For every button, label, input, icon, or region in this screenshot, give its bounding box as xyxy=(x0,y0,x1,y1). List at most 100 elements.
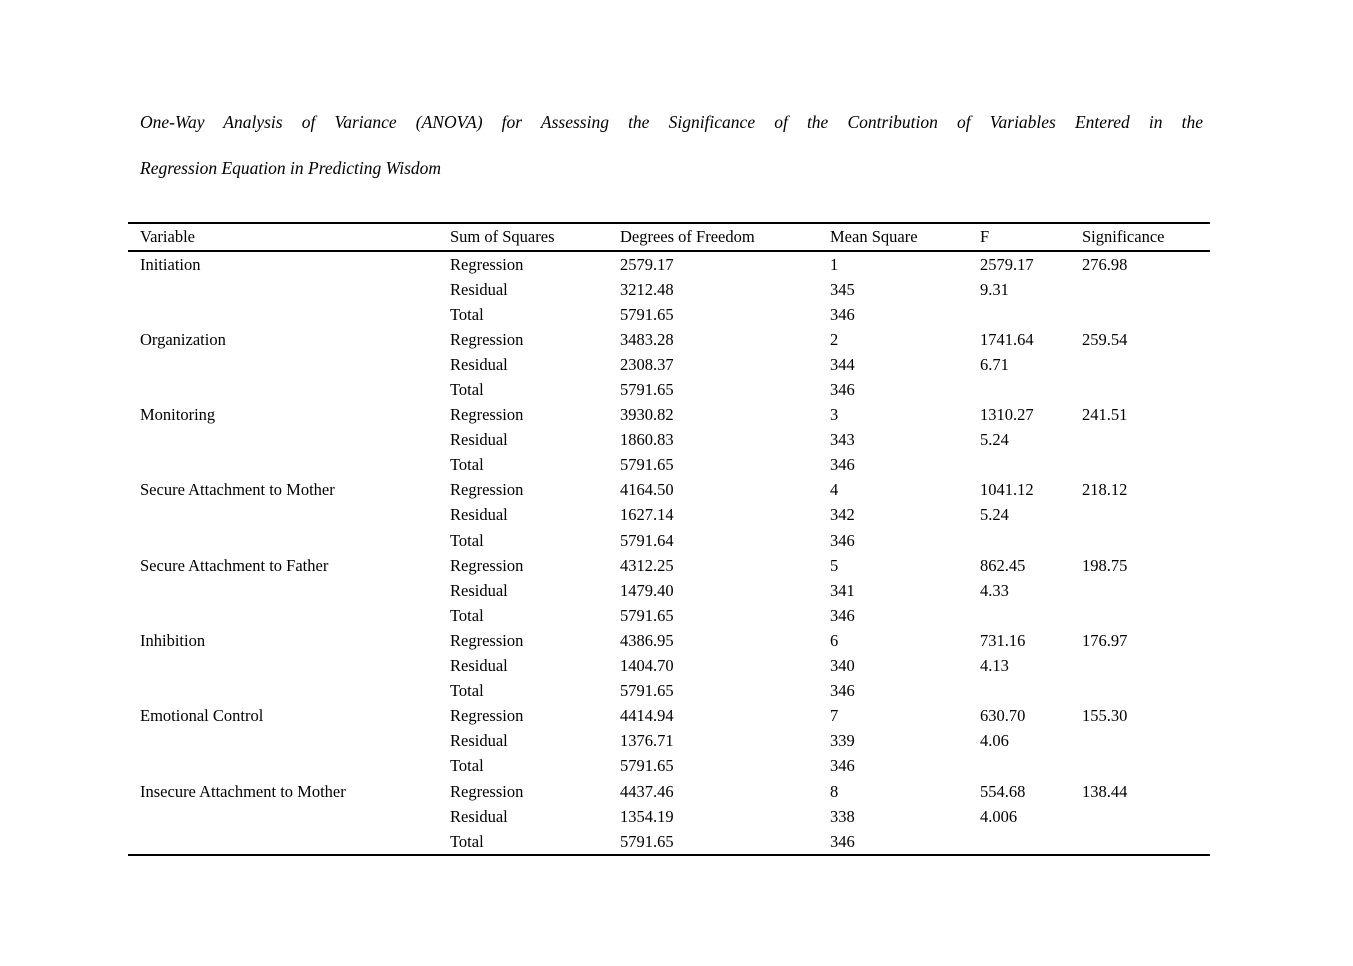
cell-f-value xyxy=(1070,679,1210,704)
table-row: Residual 1860.83 343 5.24 xyxy=(128,428,1210,453)
cell-degrees-of-freedom: 340 xyxy=(830,656,855,676)
cell-sum-of-squares: 4414.94 xyxy=(620,706,674,726)
cell-sum-of-squares: 4312.25 xyxy=(620,555,674,575)
cell-source: Regression xyxy=(450,555,524,575)
table-row: Total 5791.65 346 xyxy=(128,679,1210,704)
cell-degrees-of-freedom: 343 xyxy=(830,430,855,450)
header-sum-of-squares: Sum of Squares xyxy=(438,223,608,252)
header-degrees-of-freedom: Degrees of Freedom xyxy=(608,223,818,252)
cell-source: Regression xyxy=(450,480,524,500)
table-row: Secure Attachment to Mother Regression 4… xyxy=(128,478,1210,503)
cell-source: Regression xyxy=(450,781,524,801)
cell-degrees-of-freedom: 2 xyxy=(830,329,839,349)
cell-mean-square xyxy=(968,603,1070,628)
cell-mean-square: 9.31 xyxy=(980,279,1009,299)
cell-f-value xyxy=(1070,453,1210,478)
cell-mean-square: 1041.12 xyxy=(980,480,1034,500)
cell-variable: Secure Attachment to Mother xyxy=(140,480,335,500)
table-row: Total 5791.65 346 xyxy=(128,377,1210,402)
table-row: Residual 3212.48 345 9.31 xyxy=(128,277,1210,302)
table-caption: One-Way Analysis of Variance (ANOVA) for… xyxy=(140,99,1203,191)
cell-source: Residual xyxy=(450,430,508,450)
cell-degrees-of-freedom: 345 xyxy=(830,279,855,299)
cell-source: Residual xyxy=(450,354,508,374)
cell-variable xyxy=(128,352,438,377)
cell-variable xyxy=(128,453,438,478)
cell-source: Total xyxy=(450,681,484,701)
cell-source: Regression xyxy=(450,405,524,425)
header-significance: Significance xyxy=(1070,223,1210,252)
cell-sum-of-squares: 1860.83 xyxy=(620,430,674,450)
table-header-row: Variable Sum of Squares Degrees of Freed… xyxy=(128,223,1210,252)
cell-f-value xyxy=(1070,277,1210,302)
header-mean-square: Mean Square xyxy=(818,223,968,252)
cell-f-value xyxy=(1070,528,1210,553)
cell-sum-of-squares: 5791.65 xyxy=(620,380,674,400)
cell-source: Total xyxy=(450,831,484,851)
cell-mean-square: 554.68 xyxy=(980,781,1026,801)
table-row: Total 5791.65 346 xyxy=(128,754,1210,779)
cell-variable xyxy=(128,603,438,628)
cell-degrees-of-freedom: 341 xyxy=(830,580,855,600)
table-row: Residual 1376.71 339 4.06 xyxy=(128,729,1210,754)
header-variable: Variable xyxy=(128,223,438,252)
cell-variable xyxy=(128,302,438,327)
cell-f-value xyxy=(1070,428,1210,453)
cell-sum-of-squares: 5791.65 xyxy=(620,831,674,851)
cell-variable xyxy=(128,804,438,829)
cell-sum-of-squares: 5791.64 xyxy=(620,530,674,550)
cell-sum-of-squares: 3483.28 xyxy=(620,329,674,349)
cell-degrees-of-freedom: 346 xyxy=(830,756,855,776)
table-caption-line-1: One-Way Analysis of Variance (ANOVA) for… xyxy=(140,112,1203,132)
table-row: Total 5791.65 346 xyxy=(128,603,1210,628)
cell-degrees-of-freedom: 6 xyxy=(830,630,839,650)
cell-variable: Monitoring xyxy=(140,405,216,425)
cell-sum-of-squares: 5791.65 xyxy=(620,681,674,701)
cell-f-value xyxy=(1070,729,1210,754)
cell-sum-of-squares: 1627.14 xyxy=(620,505,674,525)
cell-degrees-of-freedom: 342 xyxy=(830,505,855,525)
cell-degrees-of-freedom: 346 xyxy=(830,380,855,400)
cell-mean-square: 4.06 xyxy=(980,731,1009,751)
cell-variable xyxy=(128,377,438,402)
cell-source: Residual xyxy=(450,806,508,826)
cell-mean-square xyxy=(968,679,1070,704)
cell-mean-square: 1741.64 xyxy=(980,329,1034,349)
cell-mean-square: 5.24 xyxy=(980,505,1009,525)
cell-sum-of-squares: 5791.65 xyxy=(620,756,674,776)
cell-degrees-of-freedom: 4 xyxy=(830,480,839,500)
cell-sum-of-squares: 1404.70 xyxy=(620,656,674,676)
cell-variable xyxy=(128,578,438,603)
cell-variable xyxy=(128,729,438,754)
cell-mean-square: 862.45 xyxy=(980,555,1026,575)
cell-variable xyxy=(128,829,438,855)
cell-sum-of-squares: 5791.65 xyxy=(620,304,674,324)
cell-variable: Initiation xyxy=(140,254,201,274)
cell-source: Regression xyxy=(450,630,524,650)
cell-f-value: 276.98 xyxy=(1082,254,1128,274)
cell-variable xyxy=(128,503,438,528)
cell-variable xyxy=(128,277,438,302)
cell-f-value xyxy=(1070,352,1210,377)
cell-mean-square: 6.71 xyxy=(980,354,1009,374)
cell-f-value: 218.12 xyxy=(1082,480,1128,500)
cell-f-value xyxy=(1070,804,1210,829)
cell-source: Residual xyxy=(450,505,508,525)
cell-mean-square: 5.24 xyxy=(980,430,1009,450)
cell-sum-of-squares: 1376.71 xyxy=(620,731,674,751)
cell-variable xyxy=(128,428,438,453)
cell-source: Regression xyxy=(450,329,524,349)
cell-mean-square xyxy=(968,829,1070,855)
cell-variable: Secure Attachment to Father xyxy=(140,555,329,575)
cell-f-value: 241.51 xyxy=(1082,405,1128,425)
cell-f-value xyxy=(1070,829,1210,855)
cell-source: Total xyxy=(450,380,484,400)
cell-source: Residual xyxy=(450,656,508,676)
table-row: Inhibition Regression 4386.95 6 731.16 1… xyxy=(128,628,1210,653)
cell-degrees-of-freedom: 339 xyxy=(830,731,855,751)
cell-degrees-of-freedom: 346 xyxy=(830,455,855,475)
cell-sum-of-squares: 2308.37 xyxy=(620,354,674,374)
cell-sum-of-squares: 1354.19 xyxy=(620,806,674,826)
table-row: Total 5791.64 346 xyxy=(128,528,1210,553)
